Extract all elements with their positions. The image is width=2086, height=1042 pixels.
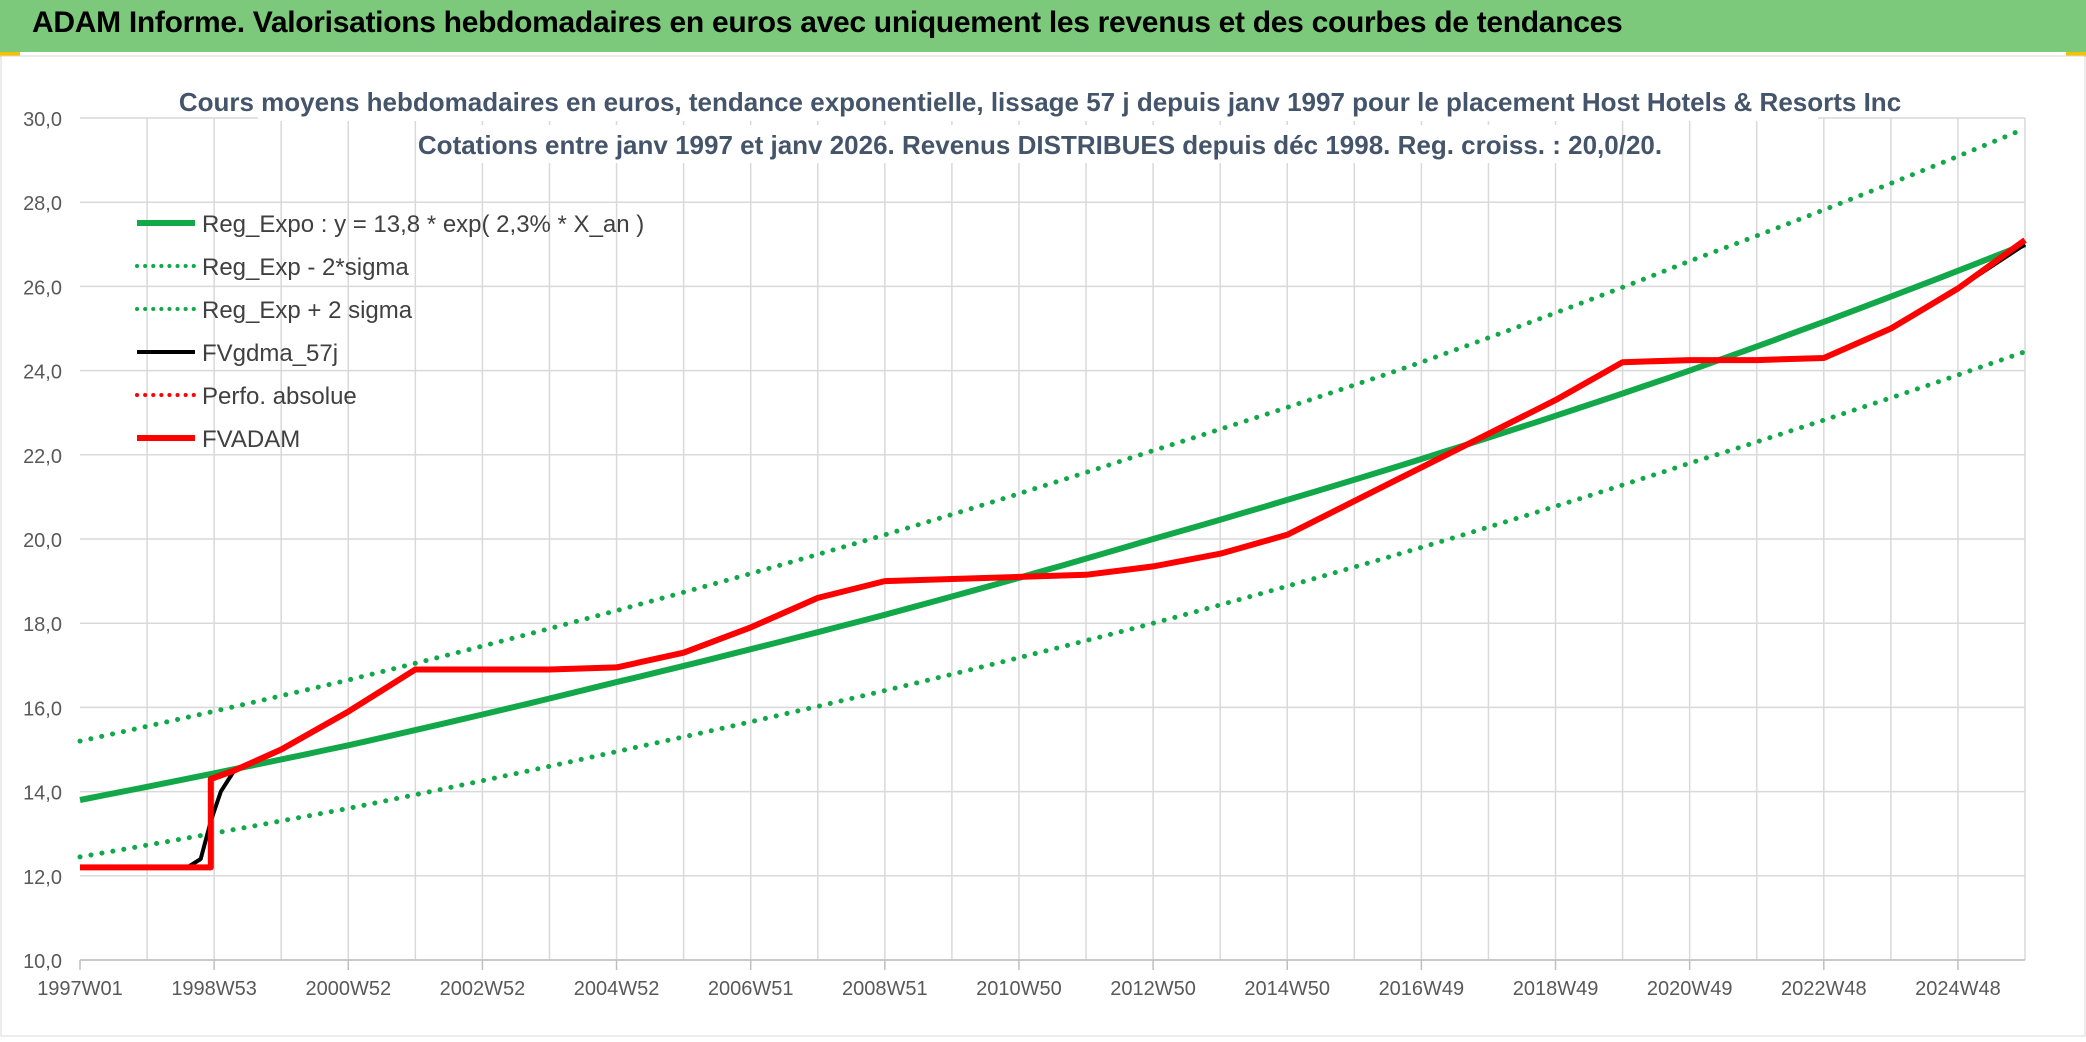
corner-accent-left xyxy=(0,52,20,57)
corner-accent-right xyxy=(2066,52,2086,57)
series xyxy=(77,126,2028,871)
x-tick-label: 2004W52 xyxy=(574,978,660,1000)
x-tick-label: 2016W49 xyxy=(1379,978,1465,1000)
series-line-1 xyxy=(77,349,2028,860)
page-title: ADAM Informe. Valorisations hebdomadaire… xyxy=(32,6,1623,39)
x-tick-label: 2018W49 xyxy=(1513,978,1599,1000)
chart-border xyxy=(0,55,2086,1037)
axes: 10,0 12,0 14,0 16,0 18,0 20,0 22,0 24,0 26,0 28,0… xyxy=(23,109,2025,1000)
chart-titles: Cours moyens hebdomadaires en euros, ten… xyxy=(179,83,1901,163)
legend-label: Perfo. absolue xyxy=(202,383,357,410)
x-tick-label: 2010W50 xyxy=(976,978,1062,1000)
header-bar: ADAM Informe. Valorisations hebdomadaire… xyxy=(0,0,2086,52)
legend-label: Reg_Exp - 2*sigma xyxy=(202,254,409,281)
x-tick-label: 2006W51 xyxy=(708,978,794,1000)
x-tick-label: 2000W52 xyxy=(305,978,391,1000)
x-tick-label: 1998W53 xyxy=(171,978,257,1000)
y-tick-label: 26,0 xyxy=(23,277,62,299)
y-tick-label: 14,0 xyxy=(23,783,62,805)
y-tick-label: 28,0 xyxy=(23,193,62,215)
legend-label: Reg_Exp + 2 sigma xyxy=(202,297,413,324)
y-tick-label: 22,0 xyxy=(23,446,62,468)
y-tick-label: 18,0 xyxy=(23,614,62,636)
y-tick-label: 30,0 xyxy=(23,109,62,131)
y-tick-label: 24,0 xyxy=(23,362,62,384)
legend: Reg_Expo : y = 13,8 * exp( 2,3% * X_an )… xyxy=(135,211,644,453)
series-line-5 xyxy=(80,237,2027,871)
legend-label: FVADAM xyxy=(202,426,300,453)
x-tick-label: 2012W50 xyxy=(1110,978,1196,1000)
y-tick-label: 16,0 xyxy=(23,698,62,720)
chart-title: Cours moyens hebdomadaires en euros, ten… xyxy=(179,87,1901,117)
x-tick-label: 2014W50 xyxy=(1244,978,1330,1000)
subtitle-backdrop xyxy=(475,125,1600,163)
line-chart: 10,0 12,0 14,0 16,0 18,0 20,0 22,0 24,0 26,0 28,0… xyxy=(0,55,2086,1037)
chart-area: 10,0 12,0 14,0 16,0 18,0 20,0 22,0 24,0 26,0 28,0… xyxy=(0,55,2086,1037)
x-tick-label: 2020W49 xyxy=(1647,978,1733,1000)
x-tick-label: 1997W01 xyxy=(37,978,123,1000)
legend-label: FVgdma_57j xyxy=(202,340,338,367)
x-tick-label: 2022W48 xyxy=(1781,978,1867,1000)
x-tick-label: 2002W52 xyxy=(440,978,526,1000)
title-backdrop xyxy=(258,83,1818,121)
legend-label: Reg_Expo : y = 13,8 * exp( 2,3% * X_an ) xyxy=(202,211,644,238)
x-tick-label: 2024W48 xyxy=(1915,978,2001,1000)
series-line-2 xyxy=(77,126,2028,744)
y-tick-label: 20,0 xyxy=(23,530,62,552)
chart-subtitle: Cotations entre janv 1997 et janv 2026. … xyxy=(418,130,1662,160)
x-tick-label: 2008W51 xyxy=(842,978,928,1000)
y-tick-label: 10,0 xyxy=(23,951,62,973)
y-tick-label: 12,0 xyxy=(23,867,62,889)
